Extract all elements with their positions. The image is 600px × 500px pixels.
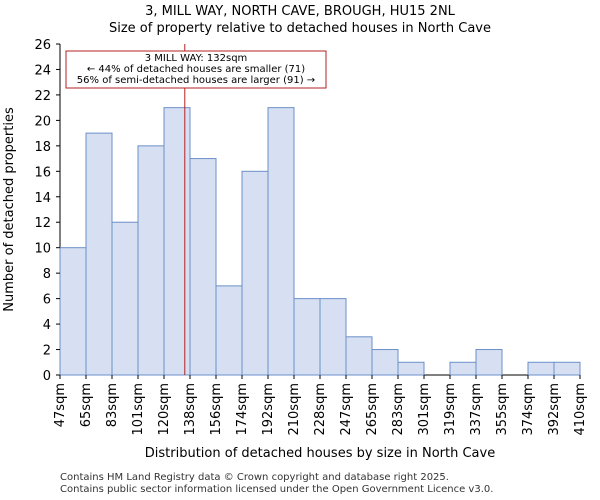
footer-copyright: Contains HM Land Registry data © Crown c… (60, 472, 449, 483)
chart-title-line1: 3, MILL WAY, NORTH CAVE, BROUGH, HU15 2N… (145, 4, 455, 19)
histogram-bar (137, 145, 165, 376)
histogram-bar (371, 349, 399, 376)
x-axis-label: Distribution of detached houses by size … (145, 446, 495, 461)
y-tick-label: 12 (34, 216, 51, 231)
chart-title-line2: Size of property relative to detached ho… (108, 21, 491, 36)
x-tick-label: 265sqm (365, 383, 380, 436)
x-tick-label: 337sqm (469, 383, 484, 436)
x-tick-label: 156sqm (209, 383, 224, 436)
x-tick-label: 83sqm (105, 383, 120, 427)
x-tick-label: 47sqm (53, 383, 68, 427)
x-tick-label: 120sqm (157, 383, 172, 436)
x-tick-label: 247sqm (339, 383, 354, 436)
y-tick-label: 26 (34, 38, 51, 53)
y-tick-label: 16 (34, 165, 51, 180)
y-tick-label: 4 (43, 318, 51, 333)
y-tick-label: 8 (43, 267, 51, 282)
x-tick-label: 374sqm (521, 383, 536, 436)
y-tick-label: 10 (34, 242, 51, 257)
annotation-box (65, 50, 327, 89)
histogram-bar (267, 107, 295, 376)
x-tick-label: 355sqm (495, 383, 510, 436)
x-tick-label: 192sqm (261, 383, 276, 436)
histogram-bar (241, 170, 269, 376)
x-tick-label: 301sqm (417, 383, 432, 436)
histogram-bar (59, 247, 87, 376)
annotation-line-3: 56% of semi-detached houses are larger (… (77, 75, 315, 86)
y-tick-label: 24 (34, 63, 51, 78)
histogram-bar (475, 349, 503, 376)
x-tick-label: 283sqm (391, 383, 406, 436)
annotation-line-2: ← 44% of detached houses are smaller (71… (87, 64, 305, 75)
x-tick-label: 101sqm (131, 383, 146, 436)
x-tick-label: 228sqm (313, 383, 328, 436)
x-tick-label: 392sqm (547, 383, 562, 436)
histogram-bar (345, 336, 373, 376)
y-tick-label: 0 (43, 369, 51, 384)
x-tick-label: 138sqm (183, 383, 198, 436)
y-axis-label: Number of detached properties (2, 107, 17, 312)
y-tick-label: 6 (43, 293, 51, 308)
histogram-bar (215, 285, 243, 376)
histogram-bar (397, 361, 425, 376)
histogram-bar (189, 158, 217, 376)
histogram-bar (293, 298, 321, 376)
y-tick-label: 2 (43, 344, 51, 359)
annotation-line-1: 3 MILL WAY: 132sqm (145, 53, 248, 64)
footer-licence: Contains public sector information licen… (60, 484, 494, 495)
histogram-bar (319, 298, 347, 376)
y-tick-label: 14 (34, 191, 51, 206)
histogram-bar (111, 221, 139, 376)
y-tick-label: 18 (34, 140, 51, 155)
x-tick-label: 174sqm (235, 383, 250, 436)
histogram-bar (449, 361, 477, 376)
histogram-bar (163, 107, 191, 376)
x-tick-label: 210sqm (287, 383, 302, 436)
histogram-bar (553, 361, 581, 376)
x-tick-label: 319sqm (443, 383, 458, 436)
x-tick-label: 65sqm (79, 383, 94, 427)
y-tick-label: 22 (34, 89, 51, 104)
y-tick-label: 20 (34, 114, 51, 129)
histogram-bar (527, 361, 555, 376)
histogram-bar (85, 132, 113, 376)
x-tick-label: 410sqm (573, 383, 588, 436)
